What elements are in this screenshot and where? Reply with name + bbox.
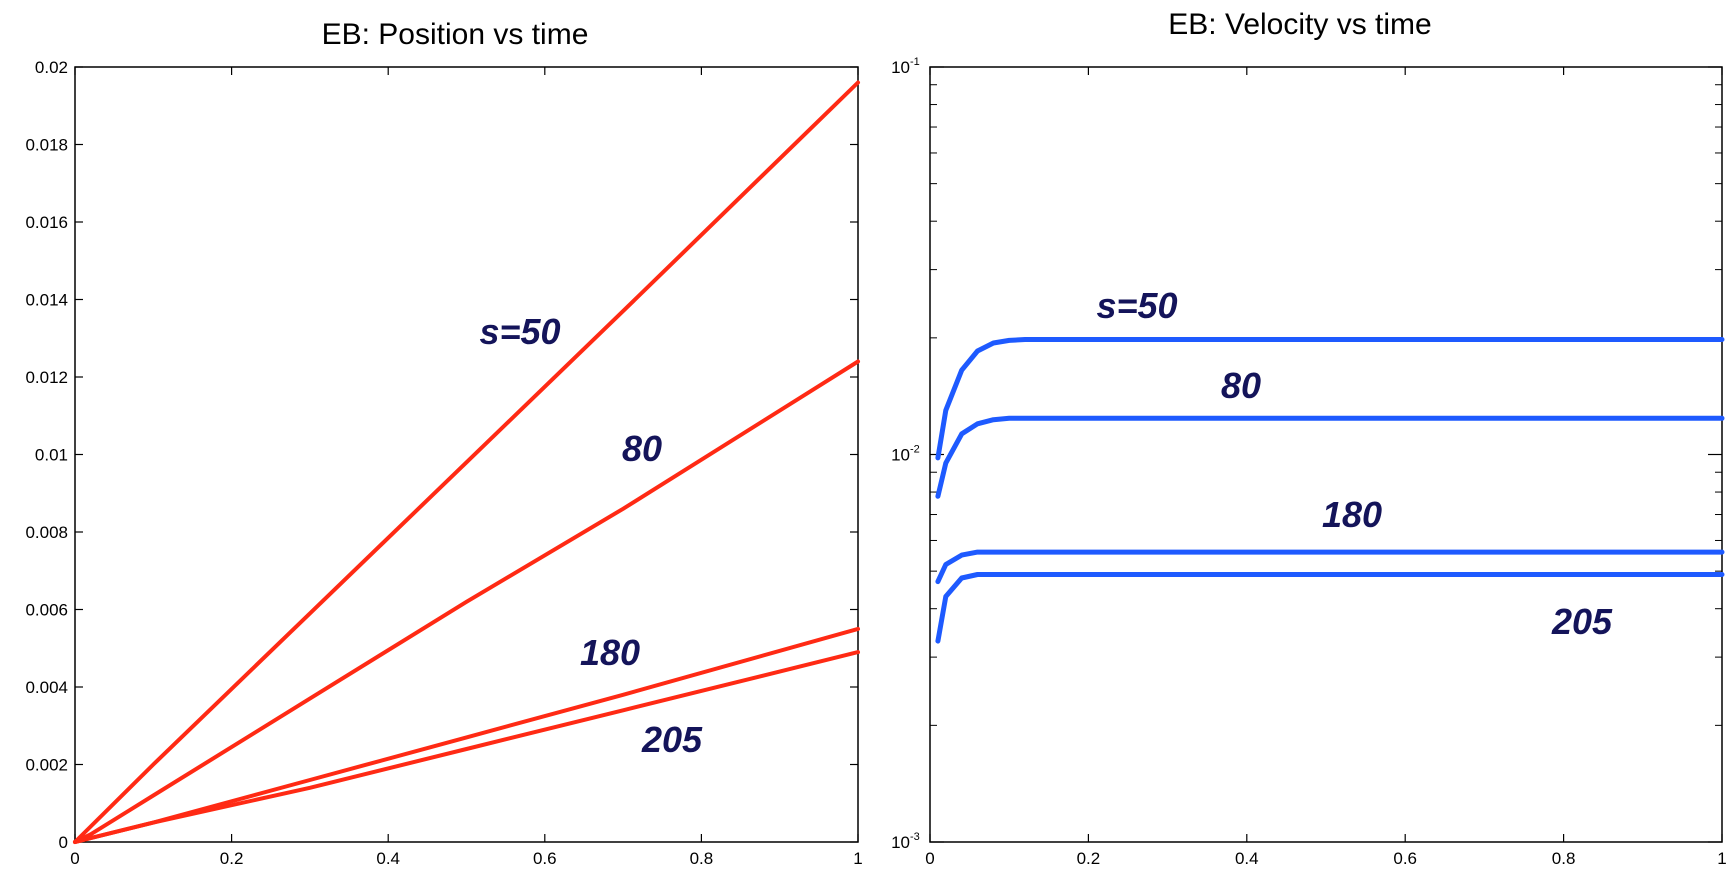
x-tick-label: 0.2 [1077,849,1101,868]
series-line-205 [73,650,860,844]
series-line-80 [935,415,1725,499]
y-tick-label: 0.016 [25,213,68,232]
y-tick-exponent: -1 [910,56,920,68]
x-tick-label: 1 [1717,849,1726,868]
series-line-80 [73,359,860,844]
series-annotation: 205 [1551,601,1613,642]
y-tick-exponent: -2 [910,444,920,456]
y-tick-label: 0.02 [35,58,68,77]
series-annotation: s=50 [479,311,560,352]
series-line-s50 [935,337,1725,461]
plot-frame [929,66,1723,843]
x-tick-label: 0.2 [220,849,244,868]
y-tick-label: 0.018 [25,136,68,155]
y-tick-label: 10 [891,58,910,77]
series-line-205 [935,572,1725,644]
position-chart: EB: Position vs time 0 0.2 0.4 0.6 0.8 1 0 0.002… [25,18,862,868]
x-tick-label: 1 [853,849,862,868]
y-tick-label: 0.004 [25,678,68,697]
y-tick-label: 10 [891,833,910,852]
y-tick-exponent: -3 [910,831,920,843]
y-tick-label: 0.006 [25,601,68,620]
series-annotation: 205 [641,719,703,760]
y-tick-label: 0 [59,833,68,852]
x-tick-label: 0.6 [1393,849,1417,868]
y-tick-label: 0.01 [35,446,68,465]
series-line-180 [935,549,1725,585]
x-tick-label: 0 [70,849,79,868]
x-tick-label: 0.8 [1552,849,1576,868]
y-tick-label: 10 [891,446,910,465]
x-tick-label: 0.8 [690,849,714,868]
series-line-s50 [73,80,860,844]
x-tick-label: 0 [925,849,934,868]
series-annotation: s=50 [1096,285,1177,326]
x-tick-label: 0.4 [376,849,400,868]
y-tick-label: 0.008 [25,523,68,542]
y-tick-label: 0.012 [25,368,68,387]
series-annotation: 180 [580,632,640,673]
y-tick-label: 0.002 [25,756,68,775]
series-annotation: 180 [1322,494,1382,535]
series-annotation: 80 [1221,365,1261,406]
chart-title: EB: Position vs time [322,18,589,51]
series-line-180 [73,626,860,844]
series-annotation: 80 [622,428,662,469]
chart-title: EB: Velocity vs time [1168,8,1431,41]
x-tick-label: 0.6 [533,849,557,868]
y-tick-label: 0.014 [25,291,68,310]
x-tick-label: 0.4 [1235,849,1259,868]
